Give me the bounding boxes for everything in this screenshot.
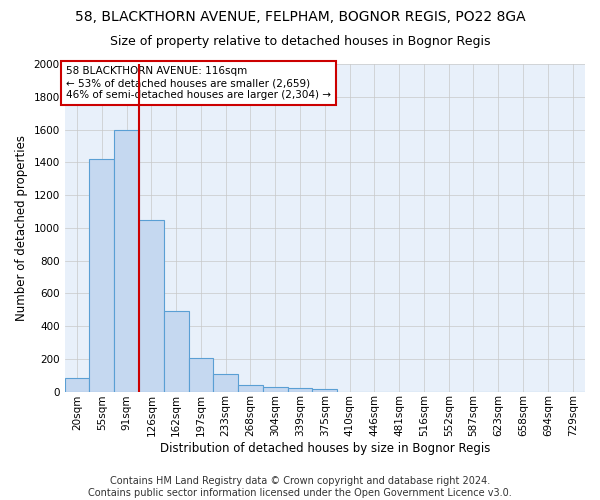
Bar <box>238 385 263 392</box>
Text: Size of property relative to detached houses in Bognor Regis: Size of property relative to detached ho… <box>110 35 490 48</box>
Bar <box>214 374 238 392</box>
Y-axis label: Number of detached properties: Number of detached properties <box>15 135 28 321</box>
Bar <box>139 220 164 392</box>
Bar <box>263 386 287 392</box>
Bar <box>188 358 214 392</box>
Bar <box>89 159 114 392</box>
Text: Contains HM Land Registry data © Crown copyright and database right 2024.
Contai: Contains HM Land Registry data © Crown c… <box>88 476 512 498</box>
Bar <box>65 378 89 392</box>
Text: 58, BLACKTHORN AVENUE, FELPHAM, BOGNOR REGIS, PO22 8GA: 58, BLACKTHORN AVENUE, FELPHAM, BOGNOR R… <box>74 10 526 24</box>
X-axis label: Distribution of detached houses by size in Bognor Regis: Distribution of detached houses by size … <box>160 442 490 455</box>
Text: 58 BLACKTHORN AVENUE: 116sqm
← 53% of detached houses are smaller (2,659)
46% of: 58 BLACKTHORN AVENUE: 116sqm ← 53% of de… <box>66 66 331 100</box>
Bar <box>114 130 139 392</box>
Bar <box>164 312 188 392</box>
Bar <box>287 388 313 392</box>
Bar <box>313 389 337 392</box>
